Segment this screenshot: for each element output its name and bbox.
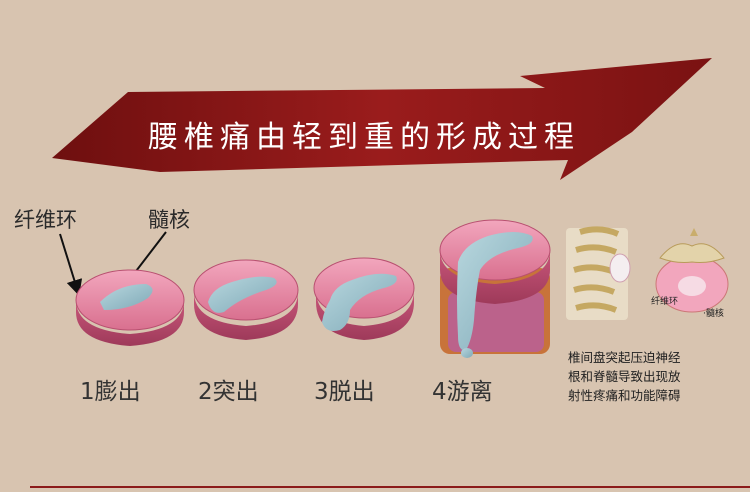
disc-stage-3-extrusion — [313, 257, 415, 340]
stage-caption-2: 2突出 — [198, 379, 259, 405]
vertebra-illustration — [655, 228, 729, 313]
diagram-title: 腰椎痛由轻到重的形成过程 — [148, 120, 580, 155]
bottom-divider — [30, 486, 750, 488]
annulus-pointer — [59, 233, 83, 296]
disc-stage-2-protrusion — [193, 259, 299, 340]
stage-caption-4: 4游离 — [432, 379, 493, 405]
description-line-3: 射性疼痛和功能障碍 — [568, 388, 681, 403]
disc-stage-4-sequestration — [439, 219, 551, 358]
disc-stage-1-bulge — [75, 269, 185, 346]
small-label-nucleus: ·髓核 — [703, 309, 724, 319]
spine-illustration — [566, 226, 631, 320]
label-nucleus-pulposus: 髓核 — [148, 208, 190, 232]
description-text: 椎间盘突起压迫神经 根和脊髓导致出现放 射性疼痛和功能障碍 — [568, 348, 738, 405]
small-label-annulus: 纤维环 — [651, 297, 679, 307]
description-line-1: 椎间盘突起压迫神经 — [568, 350, 681, 365]
label-annulus-fibrosus: 纤维环 — [14, 208, 77, 232]
title-banner — [52, 58, 712, 180]
stage-caption-1: 1膨出 — [80, 379, 141, 405]
description-line-2: 根和脊髓导致出现放 — [568, 369, 681, 384]
stage-caption-3: 3脱出 — [314, 379, 375, 405]
